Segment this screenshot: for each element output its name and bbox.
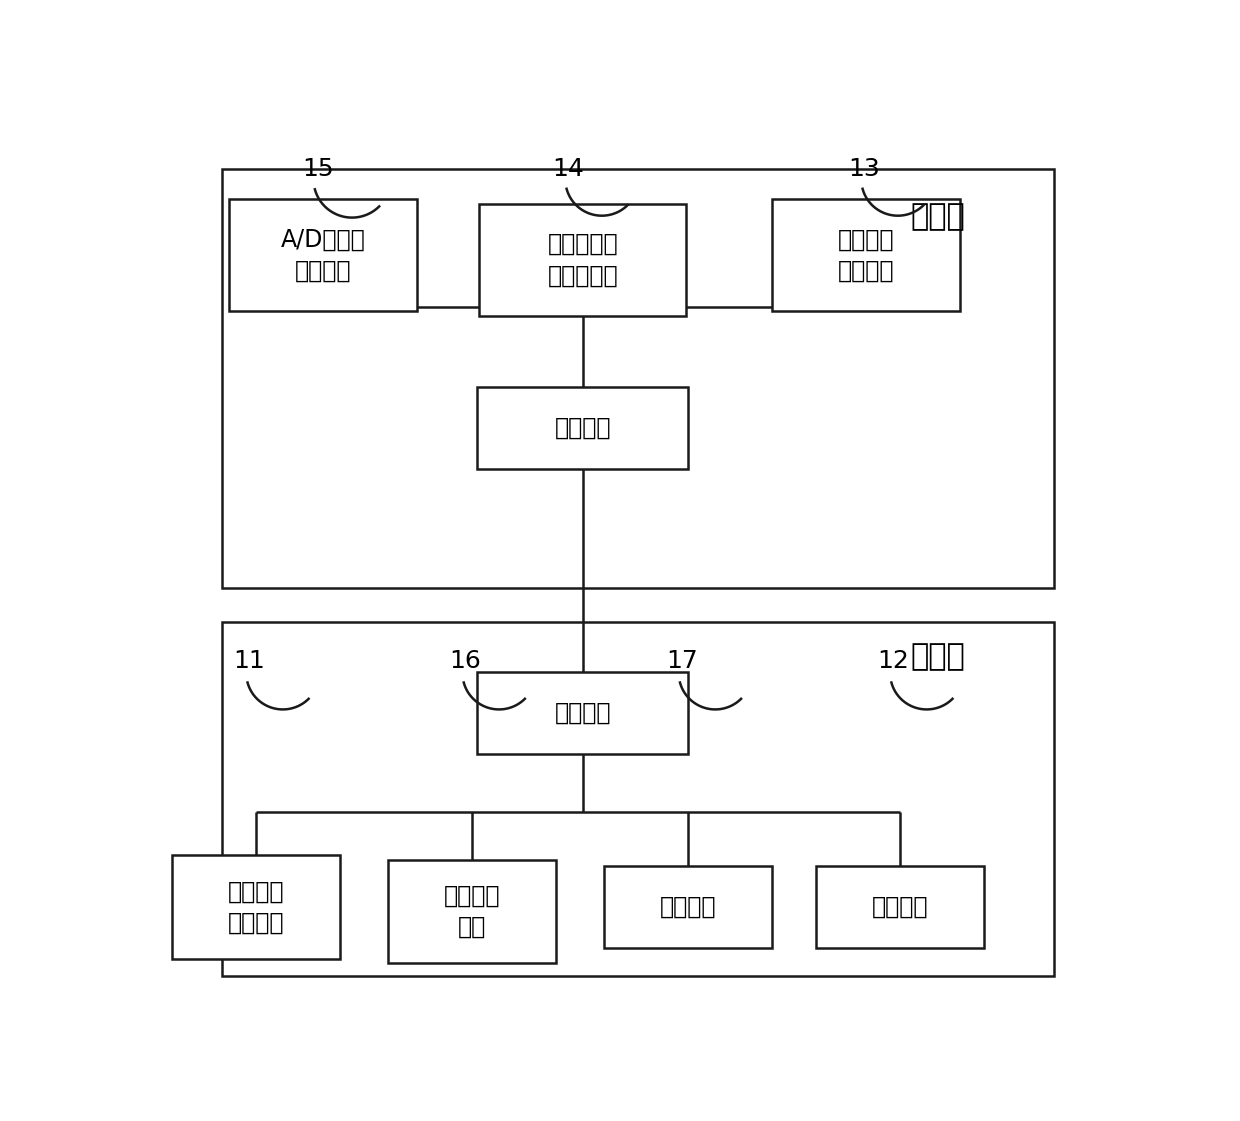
Text: 17: 17 — [666, 649, 698, 673]
Bar — [222, 622, 1054, 976]
Text: 控制器一: 控制器一 — [554, 701, 611, 725]
Text: 同步时钟信
号发生模块: 同步时钟信 号发生模块 — [547, 232, 618, 287]
Text: A/D采样器
接收模块: A/D采样器 接收模块 — [280, 228, 366, 284]
Text: 12: 12 — [877, 649, 909, 673]
Text: 显示模块: 显示模块 — [660, 895, 717, 919]
Bar — [222, 169, 1054, 587]
Text: 14: 14 — [552, 157, 584, 182]
Text: 待测信号
接收模块: 待测信号 接收模块 — [838, 228, 894, 284]
Text: 13: 13 — [848, 157, 880, 182]
Bar — [388, 860, 557, 963]
Text: 15: 15 — [303, 157, 335, 182]
Bar — [773, 200, 960, 312]
Bar — [477, 671, 688, 753]
Bar — [229, 200, 417, 312]
Bar — [172, 855, 340, 958]
Bar — [480, 204, 686, 316]
Text: 数据分析
模块: 数据分析 模块 — [444, 883, 501, 939]
Bar — [477, 387, 688, 469]
Text: 控制器二: 控制器二 — [554, 416, 611, 441]
Text: 指令波形
生成模块: 指令波形 生成模块 — [228, 879, 284, 935]
Bar — [604, 867, 773, 948]
Text: 主控机: 主控机 — [911, 202, 966, 231]
Bar — [816, 867, 983, 948]
Text: 16: 16 — [449, 649, 481, 673]
Text: 设定模块: 设定模块 — [872, 895, 928, 919]
Text: 上位机: 上位机 — [911, 642, 966, 671]
Text: 11: 11 — [233, 649, 265, 673]
